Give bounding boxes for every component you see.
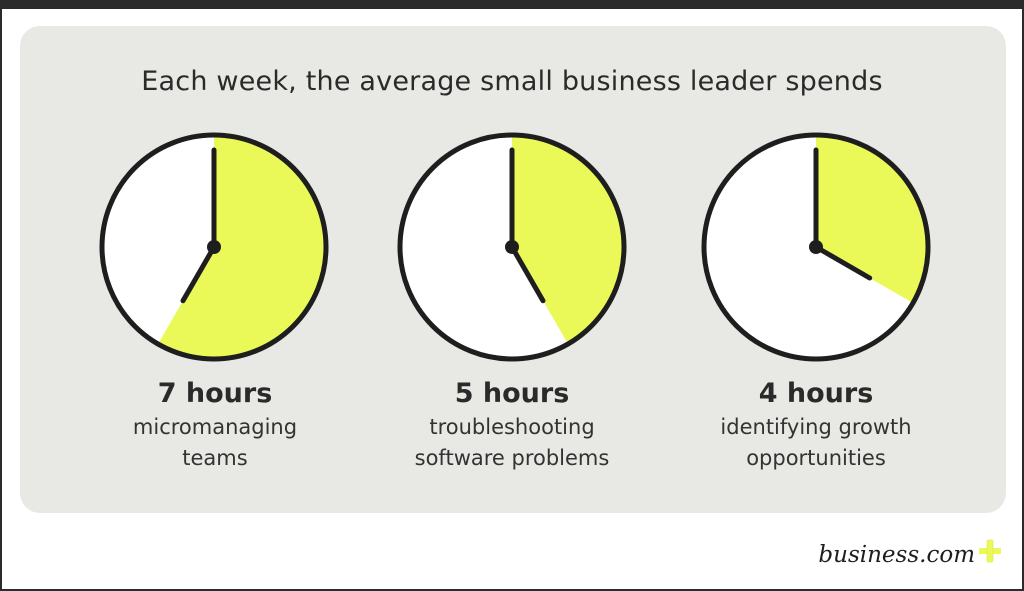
stat-description: identifying growth opportunities [666, 412, 966, 474]
stat-description-line: micromanaging [132, 415, 298, 439]
clock-hour-hand [813, 244, 873, 281]
stat-micromanaging: 7 hours micromanaging teams [65, 376, 365, 474]
clock-center-dot [207, 240, 221, 254]
business-com-logo: business.com [818, 539, 1002, 569]
stat-description: troubleshooting software problems [362, 412, 662, 474]
stat-description-line: troubleshooting [429, 415, 595, 439]
clock-hour-hand [509, 244, 546, 304]
top-bar [0, 0, 1024, 9]
stat-description: micromanaging teams [65, 412, 365, 474]
clock-filled-wedge [158, 135, 327, 359]
plus-icon [979, 539, 1001, 563]
clocks-row [0, 130, 1024, 370]
clock-outline [701, 132, 931, 362]
clock-center-dot [505, 240, 519, 254]
stat-hours: 5 hours [454, 378, 570, 409]
clock-hour-hand [180, 244, 217, 304]
stat-hours: 7 hours [157, 378, 273, 409]
stat-description-line: software problems [414, 446, 610, 470]
stat-troubleshooting: 5 hours troubleshooting software problem… [362, 376, 662, 474]
stat-description-line: identifying growth [720, 415, 912, 439]
stat-hours: 4 hours [758, 378, 874, 409]
stat-description-line: opportunities [746, 446, 886, 470]
stat-description-line: teams [182, 446, 248, 470]
clock-outline [99, 132, 329, 362]
clock-center-dot [809, 240, 823, 254]
clock-outline [397, 132, 627, 362]
stat-growth: 4 hours identifying growth opportunities [666, 376, 966, 474]
headline: Each week, the average small business le… [141, 66, 883, 97]
clocks-graphic [99, 132, 931, 362]
logo-text: business.com [818, 542, 975, 568]
